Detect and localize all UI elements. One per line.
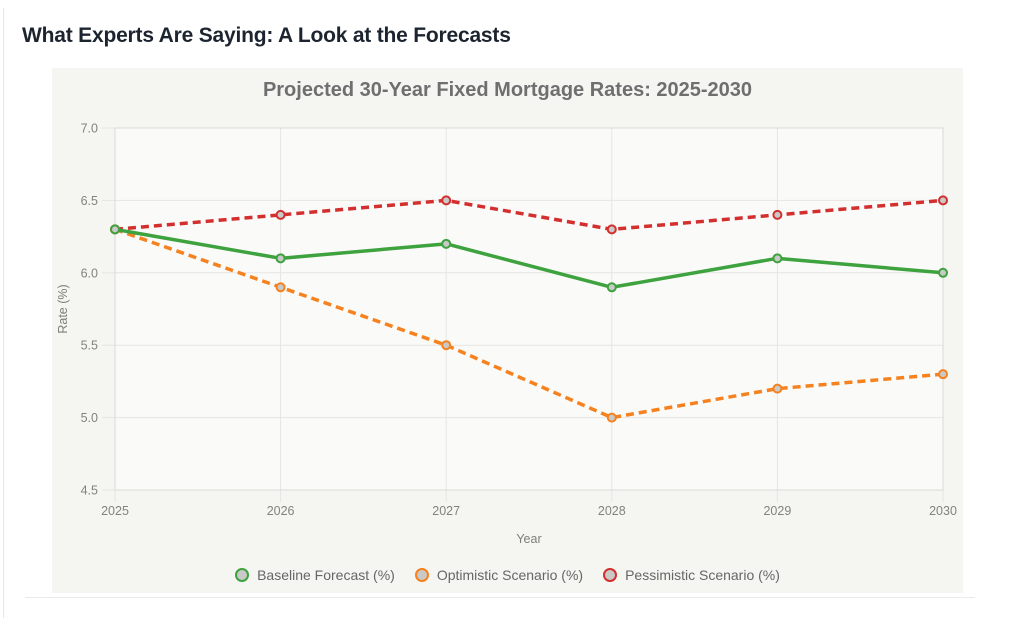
- data-point-marker: [772, 383, 783, 394]
- chart-panel: Projected 30-Year Fixed Mortgage Rates: …: [52, 68, 963, 593]
- plot-area: [115, 128, 943, 490]
- data-point-marker: [606, 282, 617, 293]
- series-line-pessimistic: [114, 198, 944, 232]
- page-heading: What Experts Are Saying: A Look at the F…: [22, 24, 511, 47]
- data-point-marker: [938, 267, 948, 278]
- chart-canvas: 4.5 5.0 5.5 6.0 6.5 7.0 2025 2026 2027 2028 2029 20…: [56, 122, 957, 547]
- y-tick-label: 6.5: [81, 194, 98, 208]
- y-tick-label: 4.5: [81, 484, 98, 498]
- data-point-marker: [441, 238, 452, 249]
- x-tick-label: 2030: [929, 504, 957, 518]
- legend-swatch-icon: [414, 568, 429, 582]
- x-tick-label: 2029: [763, 504, 791, 518]
- legend-swatch-icon: [603, 568, 618, 582]
- y-axis-title: Rate (%): [56, 284, 70, 333]
- data-point-marker: [606, 412, 617, 423]
- x-tick-label: 2028: [598, 504, 626, 518]
- data-point-marker: [606, 224, 617, 235]
- x-tick-label: 2027: [432, 504, 460, 518]
- bottom-divider: [25, 597, 975, 598]
- y-tick-label: 5.5: [81, 339, 98, 353]
- page-left-border: [3, 8, 4, 618]
- series-line-optimistic: [114, 227, 944, 420]
- data-point-marker: [772, 253, 783, 264]
- series-line-baseline: [114, 227, 944, 290]
- legend-label: Baseline Forecast (%): [257, 567, 395, 583]
- data-point-marker: [772, 209, 783, 220]
- legend-item-optimistic[interactable]: Optimistic Scenario (%): [414, 567, 584, 583]
- chart-legend: Baseline Forecast (%) Optimistic Scenario…: [52, 567, 963, 583]
- data-point-marker: [275, 253, 286, 264]
- y-tick-label: 7.0: [81, 122, 98, 136]
- data-point-marker: [441, 195, 452, 206]
- legend-swatch-icon: [235, 568, 250, 582]
- data-point-marker: [275, 282, 286, 293]
- y-tick-label: 5.0: [81, 411, 98, 425]
- x-tick-label: 2026: [267, 504, 295, 518]
- data-point-marker: [938, 195, 948, 206]
- data-point-marker: [938, 369, 948, 380]
- x-axis-title: Year: [516, 532, 541, 546]
- data-point-marker: [441, 340, 452, 351]
- data-point-marker: [110, 224, 120, 235]
- chart-title: Projected 30-Year Fixed Mortgage Rates: …: [262, 79, 753, 101]
- y-tick-label: 6.0: [81, 266, 98, 280]
- x-tick-label: 2025: [101, 504, 129, 518]
- legend-item-baseline[interactable]: Baseline Forecast (%): [235, 567, 395, 583]
- legend-item-pessimistic[interactable]: Pessimistic Scenario (%): [603, 567, 780, 583]
- data-point-marker: [275, 209, 286, 220]
- legend-label: Pessimistic Scenario (%): [625, 567, 780, 583]
- legend-label: Optimistic Scenario (%): [436, 567, 584, 583]
- plot-border: [114, 127, 944, 491]
